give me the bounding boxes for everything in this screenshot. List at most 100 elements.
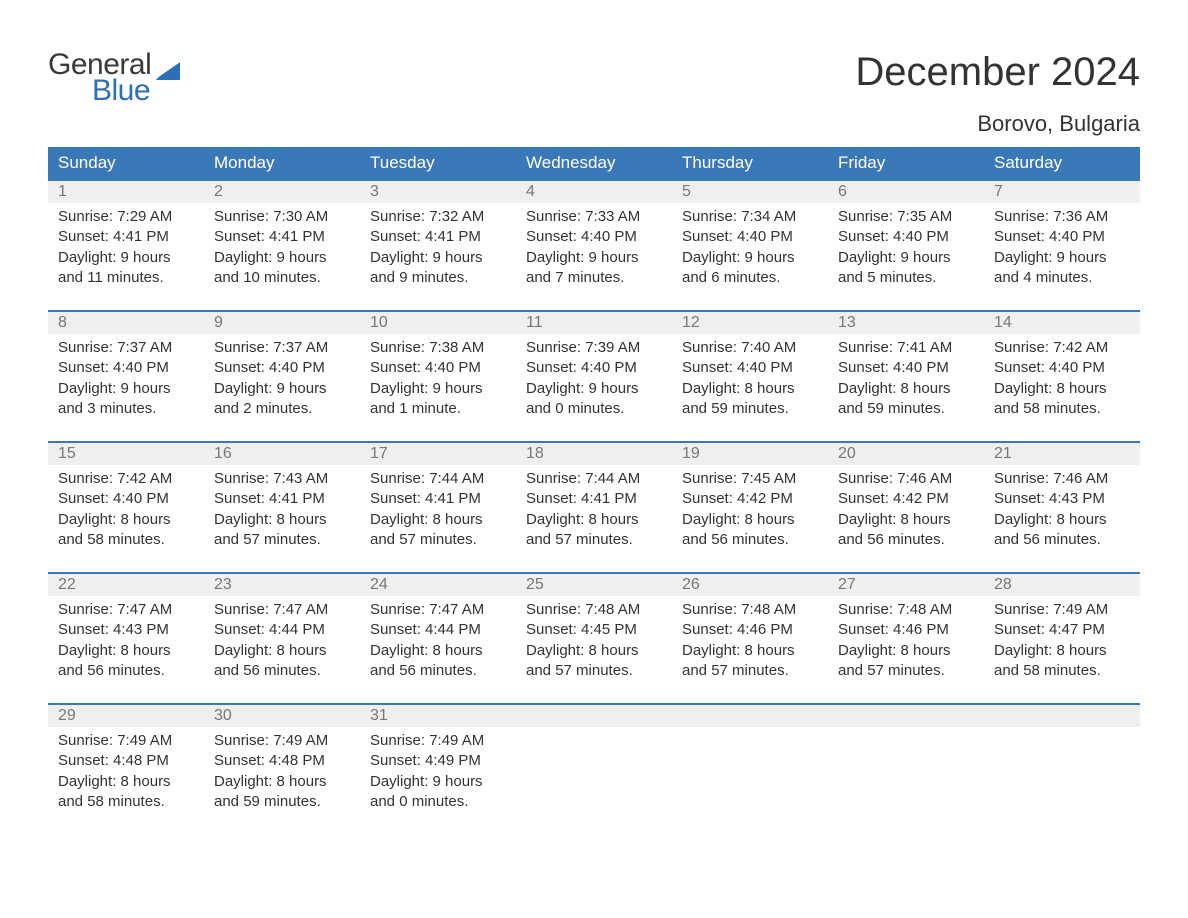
day-cell: Sunrise: 7:30 AMSunset: 4:41 PMDaylight:… (204, 203, 360, 310)
day-d2: and 59 minutes. (838, 399, 974, 419)
day-sunrise: Sunrise: 7:48 AM (682, 600, 818, 620)
day-d1: Daylight: 9 hours (370, 379, 506, 399)
day-sunset: Sunset: 4:41 PM (214, 227, 350, 247)
day-d2: and 2 minutes. (214, 399, 350, 419)
day-cell (984, 727, 1140, 834)
day-sunset: Sunset: 4:42 PM (838, 489, 974, 509)
day-d1: Daylight: 8 hours (682, 641, 818, 661)
day-number: 12 (672, 312, 828, 334)
day-number: 31 (360, 705, 516, 727)
weeks-container: 1234567Sunrise: 7:29 AMSunset: 4:41 PMDa… (48, 179, 1140, 834)
week-body-row: Sunrise: 7:49 AM Sunset: 4:48 PM Daylight:… (48, 727, 1140, 834)
day-sunrise: Sunrise: 7:35 AM (838, 207, 974, 227)
day-sunrise: Sunrise: 7:41 AM (838, 338, 974, 358)
day-number: 25 (516, 574, 672, 596)
day-d2: and 3 minutes. (58, 399, 194, 419)
day-sunrise: Sunrise: 7:49 AM (370, 731, 506, 751)
day-sunset: Sunset: 4:41 PM (526, 489, 662, 509)
day-d1: Daylight: 8 hours (58, 510, 194, 530)
day-sunset: Sunset: 4:40 PM (58, 358, 194, 378)
week-daynum-band: 22232425262728 (48, 572, 1140, 596)
day-d2: and 59 minutes. (214, 792, 350, 812)
day-cell: Sunrise: 7:33 AMSunset: 4:40 PMDaylight:… (516, 203, 672, 310)
day-cell: Sunrise: 7:37 AMSunset: 4:40 PMDaylight:… (48, 334, 204, 441)
day-number: 27 (828, 574, 984, 596)
day-cell: Sunrise: 7:38 AMSunset: 4:40 PMDaylight:… (360, 334, 516, 441)
day-cell: Sunrise: 7:39 AMSunset: 4:40 PMDaylight:… (516, 334, 672, 441)
day-cell: Sunrise: 7:37 AMSunset: 4:40 PMDaylight:… (204, 334, 360, 441)
day-sunrise: Sunrise: 7:39 AM (526, 338, 662, 358)
day-d1: Daylight: 9 hours (214, 379, 350, 399)
day-cell: Sunrise: 7:44 AMSunset: 4:41 PMDaylight:… (516, 465, 672, 572)
day-d2: and 56 minutes. (214, 661, 350, 681)
day-d2: and 7 minutes. (526, 268, 662, 288)
day-d1: Daylight: 9 hours (58, 248, 194, 268)
day-d1: Daylight: 8 hours (370, 510, 506, 530)
day-sunrise: Sunrise: 7:43 AM (214, 469, 350, 489)
day-cell: Sunrise: 7:41 AMSunset: 4:40 PMDaylight:… (828, 334, 984, 441)
day-d1: Daylight: 8 hours (214, 510, 350, 530)
day-cell: Sunrise: 7:32 AMSunset: 4:41 PMDaylight:… (360, 203, 516, 310)
day-sunset: Sunset: 4:40 PM (526, 227, 662, 247)
day-sunrise: Sunrise: 7:37 AM (214, 338, 350, 358)
weekday-header-row: Sunday Monday Tuesday Wednesday Thursday… (48, 147, 1140, 179)
day-sunrise: Sunrise: 7:32 AM (370, 207, 506, 227)
page-header: General Blue December 2024 Borovo, Bulga… (48, 50, 1140, 137)
day-number: 7 (984, 181, 1140, 203)
day-sunset: Sunset: 4:47 PM (994, 620, 1130, 640)
day-sunrise: Sunrise: 7:47 AM (370, 600, 506, 620)
week-daynum-band: 15161718192021 (48, 441, 1140, 465)
day-cell: Sunrise: 7:29 AMSunset: 4:41 PMDaylight:… (48, 203, 204, 310)
day-number: 4 (516, 181, 672, 203)
day-d2: and 57 minutes. (682, 661, 818, 681)
day-cell: Sunrise: 7:47 AMSunset: 4:44 PMDaylight:… (204, 596, 360, 703)
day-d1: Daylight: 9 hours (526, 379, 662, 399)
day-sunrise: Sunrise: 7:45 AM (682, 469, 818, 489)
day-number: 6 (828, 181, 984, 203)
day-number (516, 705, 672, 727)
day-number: 30 (204, 705, 360, 727)
day-cell: Sunrise: 7:44 AMSunset: 4:41 PMDaylight:… (360, 465, 516, 572)
day-number: 16 (204, 443, 360, 465)
day-cell: Sunrise: 7:47 AMSunset: 4:44 PMDaylight:… (360, 596, 516, 703)
day-number: 5 (672, 181, 828, 203)
day-number: 14 (984, 312, 1140, 334)
title-block: December 2024 Borovo, Bulgaria (855, 50, 1140, 137)
day-d2: and 56 minutes. (58, 661, 194, 681)
day-d1: Daylight: 8 hours (58, 641, 194, 661)
month-title: December 2024 (855, 50, 1140, 95)
day-cell: Sunrise: 7:45 AMSunset: 4:42 PMDaylight:… (672, 465, 828, 572)
day-d1: Daylight: 8 hours (682, 379, 818, 399)
day-d1: Daylight: 9 hours (58, 379, 194, 399)
day-number: 15 (48, 443, 204, 465)
brand-logo: General Blue (48, 50, 180, 106)
calendar: Sunday Monday Tuesday Wednesday Thursday… (48, 147, 1140, 834)
day-sunrise: Sunrise: 7:40 AM (682, 338, 818, 358)
day-sunrise: Sunrise: 7:46 AM (838, 469, 974, 489)
day-sunset: Sunset: 4:40 PM (682, 227, 818, 247)
day-d1: Daylight: 9 hours (214, 248, 350, 268)
day-sunset: Sunset: 4:40 PM (214, 358, 350, 378)
day-d1: Daylight: 8 hours (838, 510, 974, 530)
day-sunset: Sunset: 4:48 PM (58, 751, 194, 771)
day-sunset: Sunset: 4:46 PM (682, 620, 818, 640)
day-d1: Daylight: 9 hours (526, 248, 662, 268)
day-cell: Sunrise: 7:49 AMSunset: 4:47 PMDaylight:… (984, 596, 1140, 703)
day-cell: Sunrise: 7:48 AMSunset: 4:46 PMDaylight:… (828, 596, 984, 703)
day-d2: and 57 minutes. (214, 530, 350, 550)
day-sunrise: Sunrise: 7:38 AM (370, 338, 506, 358)
day-cell: Sunrise: 7:35 AMSunset: 4:40 PMDaylight:… (828, 203, 984, 310)
week-body-row: Sunrise: 7:42 AMSunset: 4:40 PMDaylight:… (48, 465, 1140, 572)
day-d1: Daylight: 8 hours (526, 510, 662, 530)
day-number (984, 705, 1140, 727)
day-number: 21 (984, 443, 1140, 465)
day-d2: and 0 minutes. (370, 792, 506, 812)
day-number: 2 (204, 181, 360, 203)
day-number: 29 (48, 705, 204, 727)
day-number: 28 (984, 574, 1140, 596)
day-sunrise: Sunrise: 7:33 AM (526, 207, 662, 227)
day-sunset: Sunset: 4:40 PM (838, 358, 974, 378)
day-sunset: Sunset: 4:40 PM (526, 358, 662, 378)
day-cell: Sunrise: 7:46 AMSunset: 4:42 PMDaylight:… (828, 465, 984, 572)
day-d1: Daylight: 9 hours (370, 772, 506, 792)
